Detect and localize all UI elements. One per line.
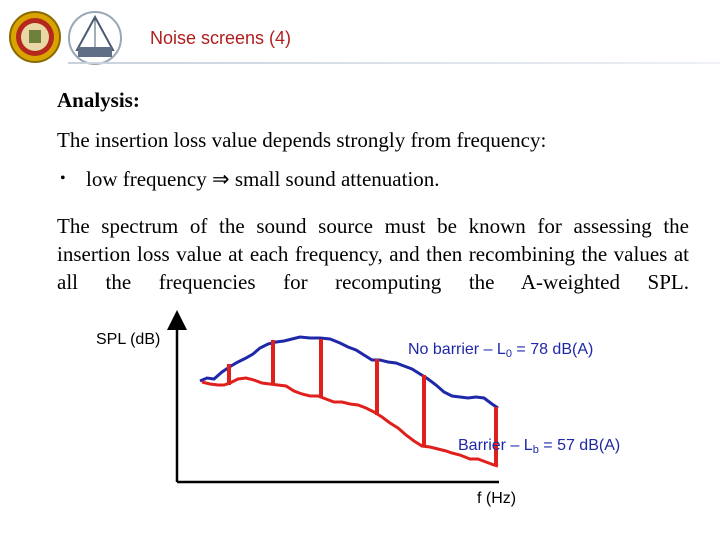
no-barrier-curve [199, 335, 499, 410]
bullet-icon: • [60, 170, 66, 187]
y-axis-label: SPL (dB) [96, 331, 161, 348]
bullet-item: low frequency ⇒ small sound attenuation. [86, 167, 440, 192]
no-barrier-label-text: No barrier – L [408, 341, 506, 358]
x-axis-label: f (Hz) [477, 490, 517, 507]
slide-title: Noise screens (4) [150, 28, 292, 48]
intro-text: The insertion loss value depends strongl… [57, 128, 547, 152]
acoustics-group-logo-icon [68, 11, 122, 65]
barrier-value: = 57 dB(A) [538, 437, 621, 454]
no-barrier-subscript: 0 [505, 348, 512, 360]
implies-arrow-icon: ⇒ [211, 167, 230, 191]
header-divider [68, 62, 720, 64]
bullet-text-before: low frequency [86, 167, 207, 191]
header-logos [9, 11, 122, 65]
barrier-subscript: b [532, 444, 539, 456]
no-barrier-value: = 78 dB(A) [511, 341, 594, 358]
barrier-curve [201, 376, 499, 468]
attenuation-markers [227, 339, 498, 466]
explanation-paragraph: The spectrum of the sound source must be… [57, 214, 689, 294]
section-heading: Analysis: [57, 88, 140, 112]
barrier-label-text: Barrier – L [458, 437, 533, 454]
no-barrier-label: No barrier – L0 = 78 dB(A) [408, 341, 593, 360]
university-seal-icon [9, 11, 61, 63]
barrier-label: Barrier – Lb = 57 dB(A) [458, 437, 620, 456]
bullet-text-after: small sound attenuation. [234, 167, 440, 191]
